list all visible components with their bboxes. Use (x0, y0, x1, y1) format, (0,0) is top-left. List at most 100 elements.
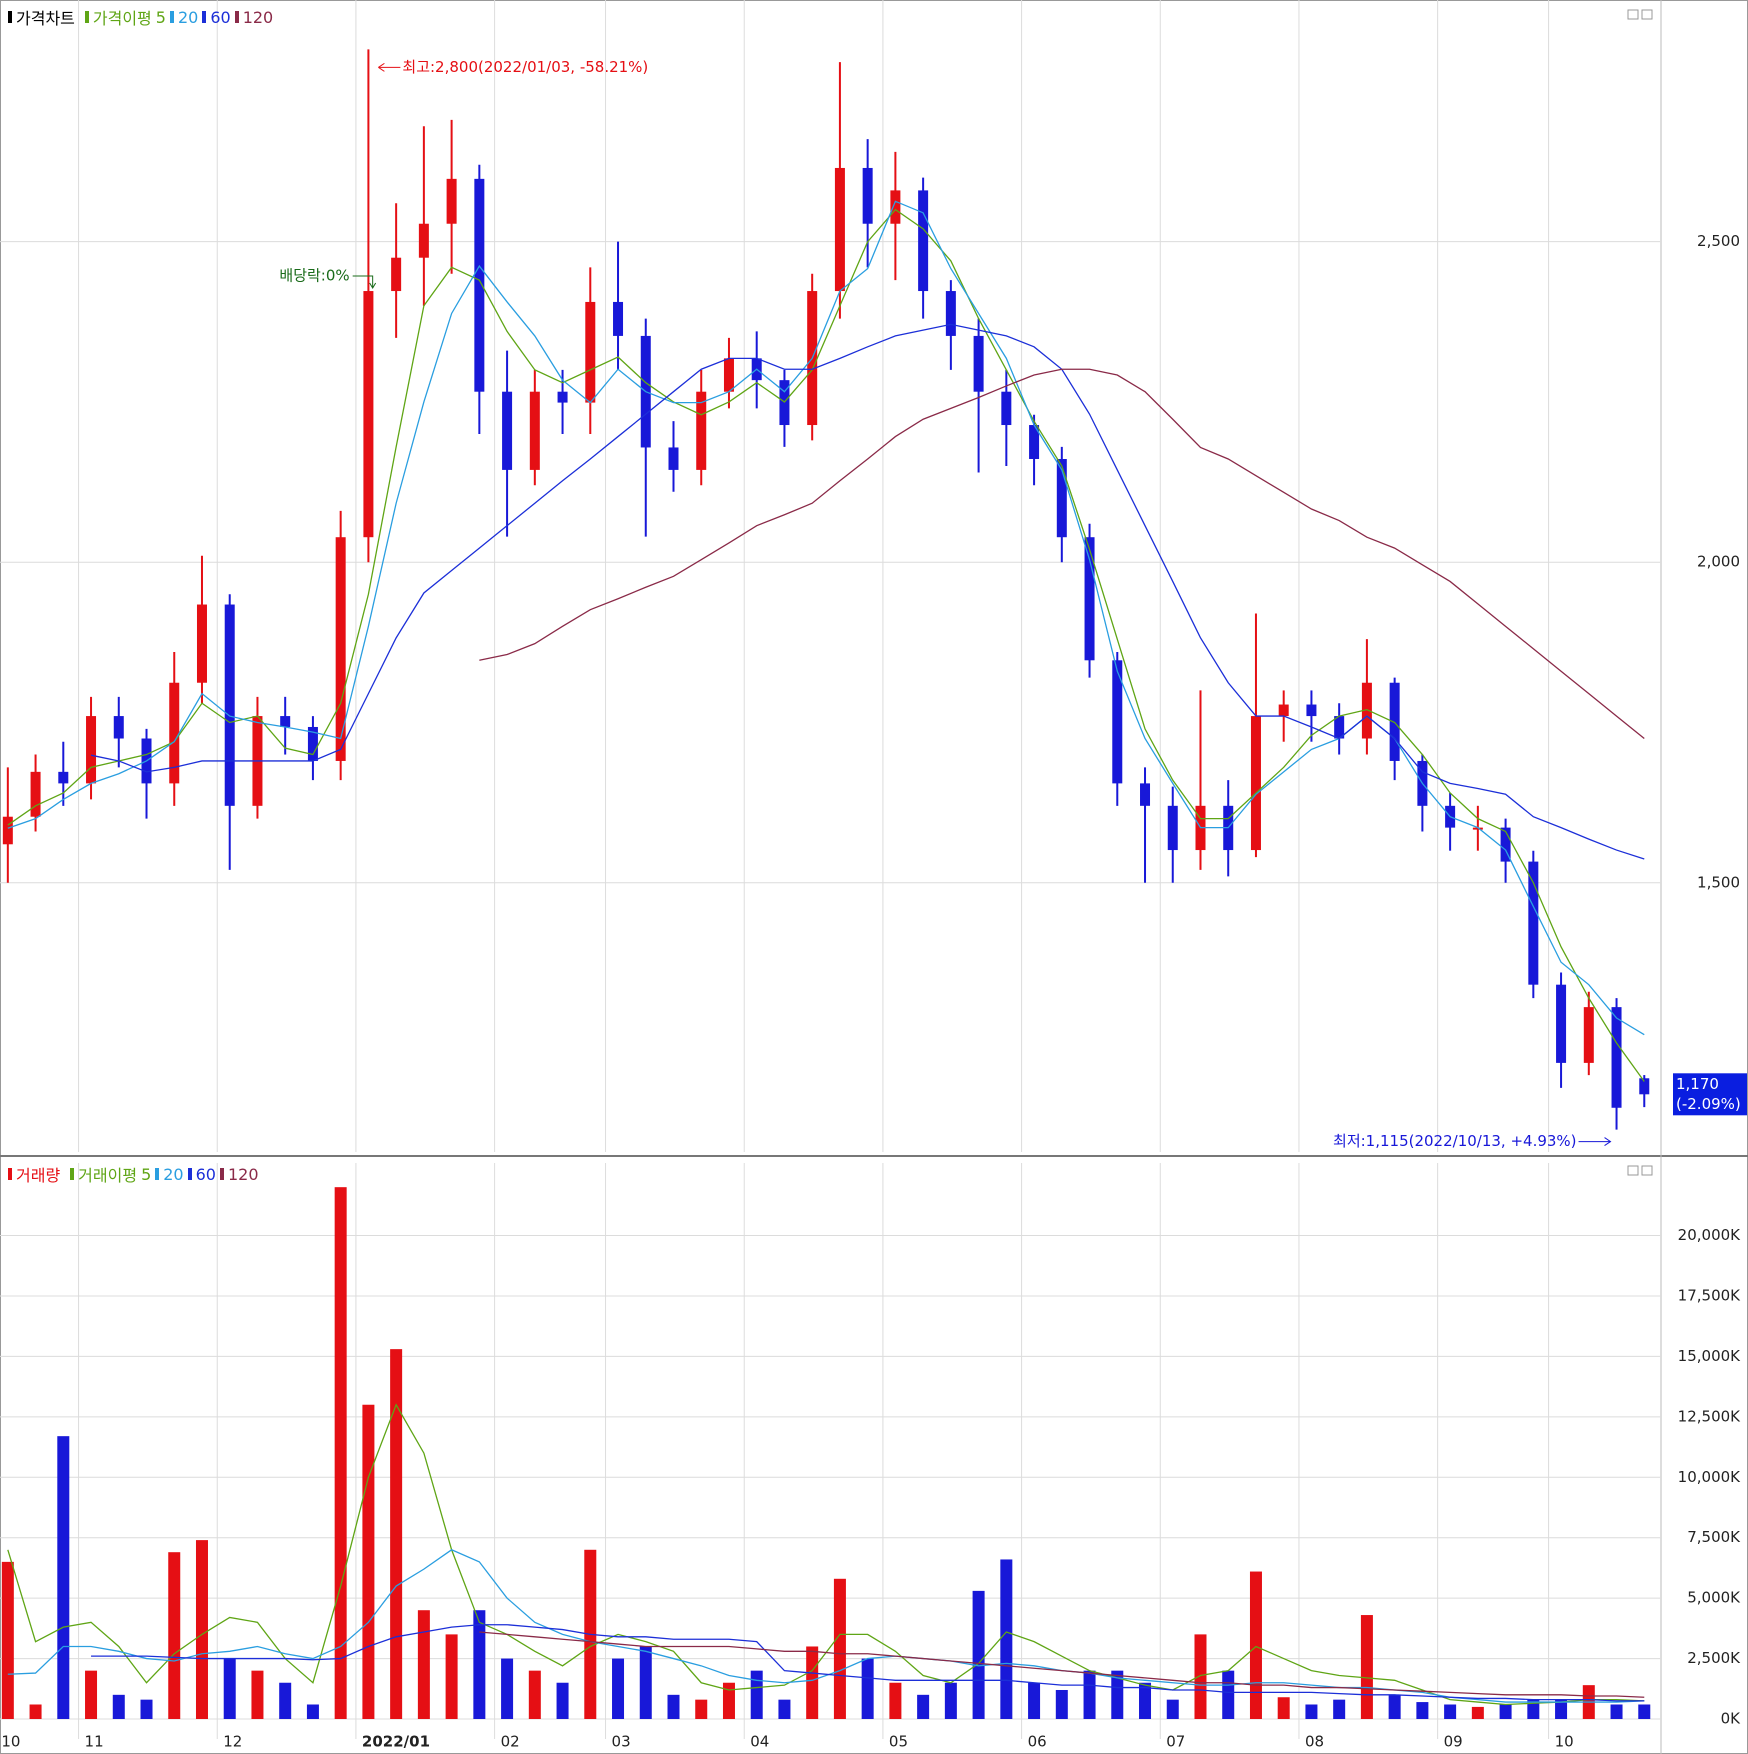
y-tick-label: 2,500 (1697, 232, 1740, 250)
candle-body (1334, 716, 1345, 739)
candle-body (280, 716, 291, 727)
y-tick-label: 20,000K (1678, 1226, 1741, 1244)
candle-body (1583, 1007, 1594, 1063)
legend-ma-title: 가격이평 (92, 9, 152, 28)
volume-bar (1, 1561, 14, 1719)
y-tick-label: 15,000K (1678, 1347, 1741, 1365)
x-tick-label: 02 (501, 1733, 520, 1751)
candle-body (723, 358, 734, 392)
candle-body (224, 604, 235, 806)
x-tick-label: 11 (85, 1733, 104, 1751)
candle-body (307, 726, 318, 761)
legend-entry: 60 (195, 1164, 216, 1184)
candle-body (1500, 827, 1511, 862)
volume-bar (223, 1658, 236, 1719)
legend-swatch (202, 11, 207, 23)
candle-body (696, 391, 707, 470)
candle-body (169, 682, 180, 784)
candle-body (585, 301, 596, 403)
ma-line (7, 1403, 1645, 1706)
volume-bar (1222, 1670, 1235, 1719)
volume-bar (1471, 1706, 1484, 1719)
ma-line (91, 1624, 1645, 1702)
ma-line (7, 1549, 1645, 1703)
candle-body (363, 291, 374, 538)
volume-bar (1249, 1571, 1262, 1719)
y-tick-label: 5,000K (1687, 1589, 1741, 1607)
x-tick-label: 04 (750, 1733, 769, 1751)
volume-bar (1499, 1704, 1512, 1719)
legend-swatch (8, 1168, 12, 1180)
volume-bar (1111, 1670, 1124, 1719)
candle-body (945, 291, 956, 336)
ma-line (479, 368, 1645, 740)
candle-body (474, 178, 485, 392)
volume-bar (279, 1682, 292, 1719)
volume-bar (251, 1670, 264, 1719)
x-tick-label: 12 (223, 1733, 242, 1751)
candle-body (529, 391, 540, 470)
volume-bar (334, 1187, 347, 1719)
volume-bar (750, 1670, 763, 1719)
x-tick-label: 09 (1444, 1733, 1463, 1751)
volume-bar (1388, 1694, 1401, 1719)
panel-button (1627, 1165, 1639, 1176)
last-price-box (1673, 1073, 1747, 1116)
volume-bar (1194, 1634, 1207, 1719)
dividend-arrow (352, 275, 377, 289)
candle-body (418, 223, 429, 258)
legend-entry: 120 (227, 1164, 259, 1184)
price-legend: 가격차트 가격이평 5 20 60 120 (8, 5, 273, 29)
volume-bar (473, 1610, 486, 1719)
legend-swatch (219, 1168, 224, 1180)
volume-bar (1638, 1704, 1651, 1719)
last-change: (-2.09%) (1676, 1095, 1741, 1113)
legend-entry: 20 (177, 7, 199, 27)
volume-bar (1333, 1699, 1346, 1719)
candle-body (862, 167, 873, 224)
candle-body (58, 771, 69, 784)
panel-button (1641, 1165, 1653, 1176)
candle-body (973, 335, 984, 392)
volume-bar (695, 1699, 708, 1719)
ma-line (7, 200, 1645, 1036)
legend-title: 가격차트 (16, 9, 75, 28)
legend-swatch (84, 11, 89, 23)
candle-body (1029, 425, 1040, 460)
volume-bar (612, 1658, 625, 1719)
candle-body (668, 447, 679, 470)
last-price: 1,170 (1676, 1075, 1719, 1093)
candle-body (613, 301, 624, 336)
candle-body (1001, 391, 1012, 426)
candle-body (1167, 805, 1178, 851)
volume-bar (29, 1704, 42, 1719)
volume-bar (1083, 1670, 1096, 1719)
candle-body (1112, 660, 1123, 784)
volume-bar (944, 1682, 957, 1719)
volume-bar (778, 1699, 791, 1719)
candle-body (890, 190, 901, 224)
ma-line (90, 323, 1645, 860)
volume-bar (1028, 1682, 1041, 1719)
y-tick-label: 2,000 (1697, 553, 1740, 571)
volume-bar (362, 1404, 375, 1719)
candle-body (1611, 1007, 1622, 1108)
candle-body (2, 816, 13, 845)
candle-body (1361, 682, 1372, 739)
candle-body (1140, 783, 1151, 806)
legend-ma-title: 거래이평 (78, 1166, 138, 1185)
volume-bar (972, 1590, 985, 1719)
candle-body (196, 604, 207, 683)
y-tick-label: 7,500K (1687, 1528, 1741, 1546)
ma-line (7, 208, 1645, 1082)
y-tick-label: 1,500 (1697, 873, 1740, 891)
x-tick-label: 10 (1555, 1733, 1574, 1751)
x-tick-label: 03 (612, 1733, 631, 1751)
volume-bar (1166, 1699, 1179, 1719)
candle-body (1250, 716, 1261, 851)
legend-entry: 5 (155, 7, 166, 27)
volume-bar (1527, 1699, 1540, 1719)
candle-body (113, 716, 124, 739)
